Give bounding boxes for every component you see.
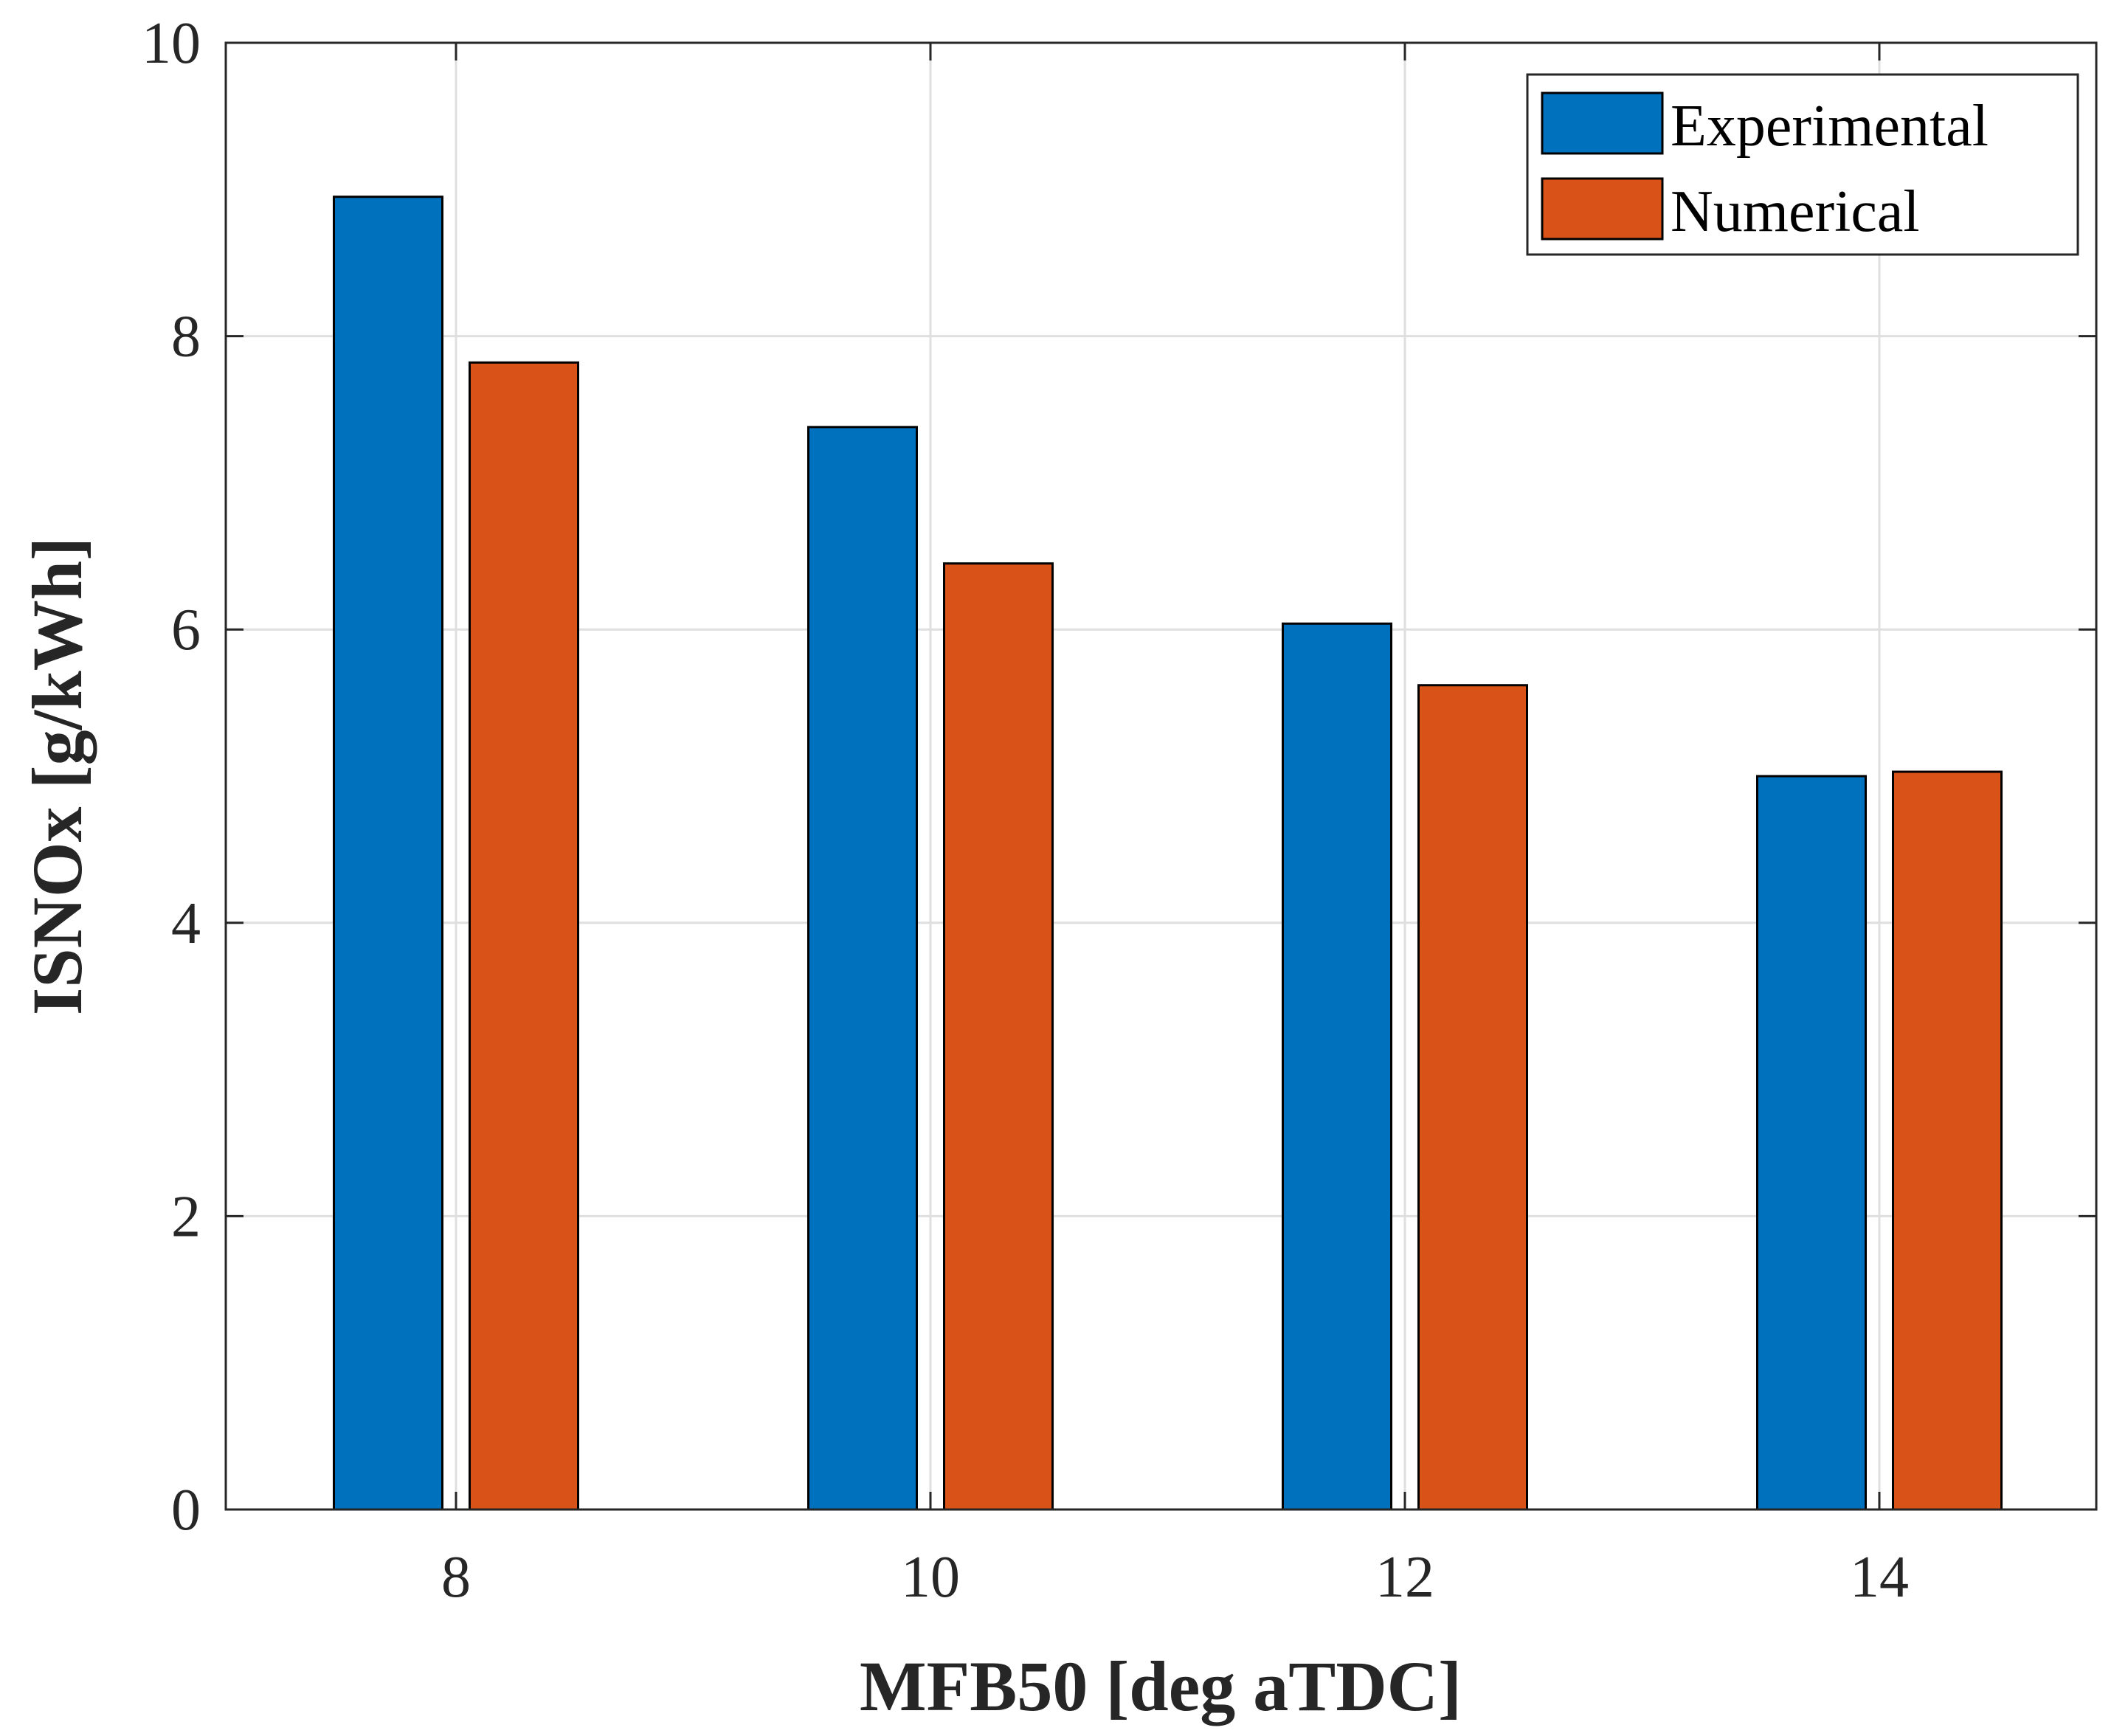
bar-numerical-8: [469, 361, 579, 1511]
y-tick-label: 8: [171, 305, 201, 370]
legend-label-experimental: Experimental: [1671, 94, 1989, 159]
x-tick-labels: 8 10 12 14: [441, 1545, 1909, 1610]
y-tick-label: 10: [142, 11, 201, 76]
x-tick-label: 10: [901, 1545, 960, 1610]
legend: Experimental Numerical: [1526, 73, 2079, 256]
y-tick-label: 6: [171, 598, 201, 663]
x-tick-label: 12: [1375, 1545, 1434, 1610]
bar-series: [333, 196, 2003, 1511]
bar-experimental-14: [1756, 775, 1867, 1511]
y-tick-labels: 0 2 4 6 8 10: [142, 11, 201, 1543]
bar-experimental-12: [1282, 622, 1392, 1511]
bar-numerical-12: [1417, 684, 1528, 1511]
plot-area-frame: [224, 41, 2098, 1511]
bar-numerical-10: [943, 562, 1054, 1511]
x-axis-title: MFB50 [deg aTDC]: [860, 1647, 1462, 1726]
x-tick-label: 14: [1850, 1545, 1909, 1610]
legend-swatch-experimental: [1541, 91, 1664, 155]
legend-swatch-numerical: [1541, 177, 1664, 241]
y-tick-label: 2: [171, 1184, 201, 1249]
legend-label-numerical: Numerical: [1671, 179, 1920, 244]
bar-numerical-14: [1892, 770, 2003, 1511]
bar-experimental-8: [333, 196, 443, 1511]
bar-experimental-10: [807, 426, 918, 1511]
y-axis-title: ISNOx [g/kWh]: [18, 537, 97, 1015]
y-tick-label: 0: [171, 1478, 201, 1543]
y-tick-label: 4: [171, 891, 201, 956]
x-tick-label: 8: [441, 1545, 471, 1610]
axis-ticks: [226, 41, 2096, 1511]
